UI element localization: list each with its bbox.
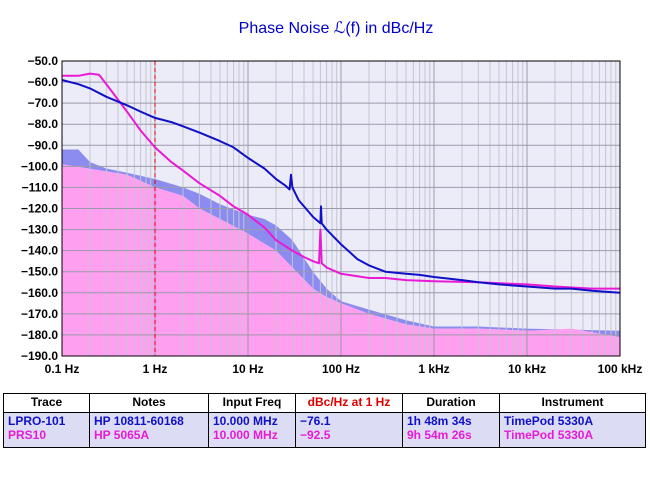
plot-frame <box>61 60 621 357</box>
noise-floor-bands <box>62 149 620 356</box>
noise-band-1 <box>62 149 620 337</box>
header-notes: Notes <box>89 393 209 413</box>
y-tick-label: −130.0 <box>21 223 58 237</box>
y-tick-label: −100.0 <box>21 159 58 173</box>
x-tick-label: 100 Hz <box>322 362 360 376</box>
series-line-prs10 <box>62 72 620 290</box>
y-tick-label: −160.0 <box>21 286 58 300</box>
y-tick-label: −150.0 <box>21 265 58 279</box>
dbc-2: −92.5 <box>300 428 331 442</box>
notes-2: HP 5065A <box>94 428 150 442</box>
instrument-1: TimePod 5330A <box>504 414 594 428</box>
table-row: LPRO-101 PRS10 HP 10811-60168 HP 5065A 1… <box>3 412 646 448</box>
header-input-freq: Input Freq <box>208 393 296 413</box>
y-tick-label: −140.0 <box>21 244 58 258</box>
trace-info-table: Trace Notes Input Freq dBc/Hz at 1 Hz Du… <box>3 393 646 448</box>
y-tick-label: −90.0 <box>28 138 59 152</box>
y-tick-label: −80.0 <box>28 117 59 131</box>
x-tick-label: 1 kHz <box>418 362 449 376</box>
y-axis-ticks: −50.0 −60.0 −70.0 −80.0 −90.0 −100.0 −110.0 −12… <box>21 54 58 363</box>
y-tick-label: −170.0 <box>21 307 58 321</box>
dbc-1: −76.1 <box>300 414 331 428</box>
trace-name-1: LPRO-101 <box>8 414 66 428</box>
header-trace: Trace <box>3 393 90 413</box>
trace-name-2: PRS10 <box>8 428 47 442</box>
notes-1: HP 10811-60168 <box>94 414 184 428</box>
x-tick-label: 100 kHz <box>598 362 643 376</box>
duration-cell: 1h 48m 34s 9h 54m 26s <box>402 412 500 448</box>
notes-cell: HP 10811-60168 HP 5065A <box>89 412 209 448</box>
input-freq-2: 10.000 MHz <box>213 428 278 442</box>
header-dbc-at-1hz: dBc/Hz at 1 Hz <box>295 393 403 413</box>
x-tick-label: 10 kHz <box>508 362 546 376</box>
y-tick-label: −120.0 <box>21 202 58 216</box>
input-freq-cell: 10.000 MHz 10.000 MHz <box>208 412 296 448</box>
x-tick-label: 10 Hz <box>232 362 263 376</box>
series-line-lpro-101 <box>61 79 621 294</box>
x-tick-label: 0.1 Hz <box>45 362 80 376</box>
y-tick-label: −60.0 <box>28 75 59 89</box>
x-tick-label: 1 Hz <box>143 362 168 376</box>
y-tick-label: −50.0 <box>28 54 59 68</box>
table-header-row: Trace Notes Input Freq dBc/Hz at 1 Hz Du… <box>3 393 646 413</box>
input-freq-1: 10.000 MHz <box>213 414 278 428</box>
series-traces <box>61 72 621 294</box>
trace-cell: LPRO-101 PRS10 <box>3 412 90 448</box>
phase-noise-chart: Phase Noise ℒ(f) in dBc/Hz −50.0 −60.0 −70… <box>21 20 643 376</box>
duration-2: 9h 54m 26s <box>407 428 472 442</box>
y-tick-label: −70.0 <box>28 96 59 110</box>
header-duration: Duration <box>402 393 500 413</box>
chart-title: Phase Noise ℒ(f) in dBc/Hz <box>239 20 434 37</box>
x-axis-ticks: 0.1 Hz 1 Hz 10 Hz 100 Hz 1 kHz 10 kHz 100 kHz <box>45 362 643 376</box>
y-tick-label: −110.0 <box>22 180 59 194</box>
noise-band-2 <box>62 164 620 356</box>
duration-1: 1h 48m 34s <box>407 414 472 428</box>
y-tick-label: −180.0 <box>21 328 58 342</box>
instrument-2: TimePod 5330A <box>504 428 594 442</box>
y-tick-label: −190.0 <box>21 349 58 363</box>
instrument-cell: TimePod 5330A TimePod 5330A <box>499 412 646 448</box>
dbc-cell: −76.1 −92.5 <box>295 412 403 448</box>
header-instrument: Instrument <box>499 393 646 413</box>
